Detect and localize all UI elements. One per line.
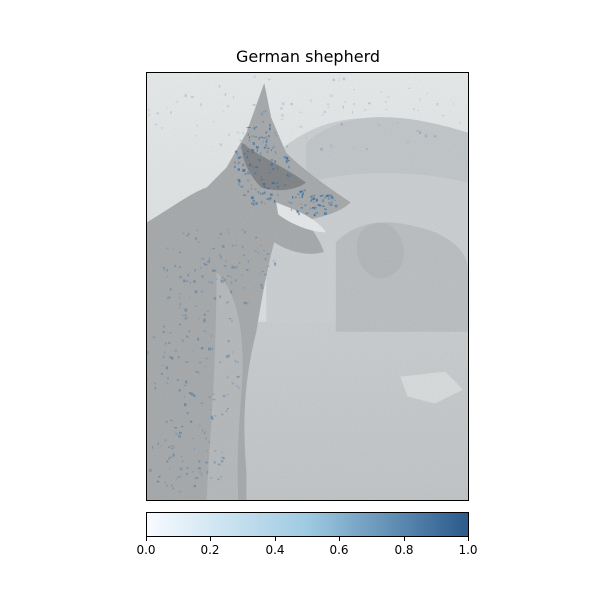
colorbar-tick-label: 0.8 [394, 543, 414, 557]
figure-title: German shepherd [235, 47, 381, 66]
colorbar-tick-label: 0.0 [136, 543, 156, 557]
dog-photo-icon [147, 73, 468, 500]
image-axes [146, 72, 469, 501]
attribution-overlay [147, 74, 461, 493]
colorbar-tick [404, 537, 405, 541]
colorbar-gradient [147, 513, 468, 536]
colorbar-tick-label: 1.0 [458, 543, 478, 557]
colorbar-tick-label: 0.6 [329, 543, 349, 557]
colorbar-tick-label: 0.2 [200, 543, 220, 557]
colorbar-tick [275, 537, 276, 541]
colorbar-tick [146, 537, 147, 541]
colorbar-tick-label: 0.4 [265, 543, 285, 557]
colorbar-tick [468, 537, 469, 541]
colorbar-tick [210, 537, 211, 541]
colorbar [146, 512, 469, 537]
colorbar-tick [339, 537, 340, 541]
grain [147, 73, 468, 500]
